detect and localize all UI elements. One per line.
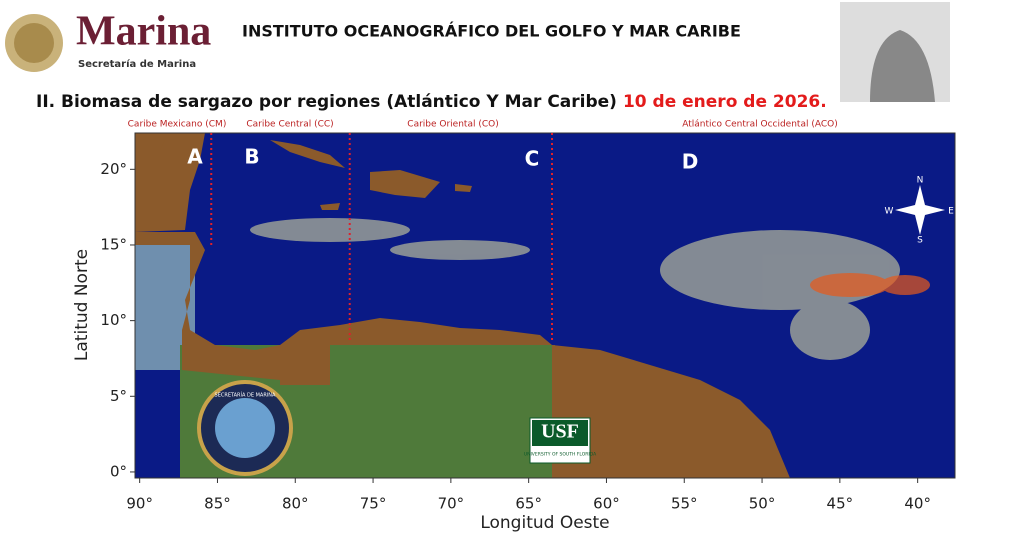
x-tick-label: 75° xyxy=(360,495,387,513)
title: II. Biomasa de sargazo por regiones (Atl… xyxy=(36,92,827,112)
compass-e: E xyxy=(948,207,954,217)
usf: USF xyxy=(541,421,579,443)
logo-sub: Secretaría de Marina xyxy=(78,58,196,70)
y-axis-label: Latitud Norte xyxy=(72,249,92,361)
region-name: Caribe Oriental (CO) xyxy=(407,120,498,130)
x-tick-label: 85° xyxy=(204,495,231,513)
map: SECRETARÍA DE MARINA USF UNIVERSITY OF S… xyxy=(128,120,956,479)
institute: INSTITUTO OCEANOGRÁFICO DEL GOLFO Y MAR … xyxy=(242,22,741,41)
usf-sub: UNIVERSITY OF SOUTH FLORIDA xyxy=(524,452,597,458)
map-frame xyxy=(134,132,956,479)
y-tick-label: 10° xyxy=(100,311,127,329)
x-axis-label: Longitud Oeste xyxy=(480,513,609,533)
seal-text: SECRETARÍA DE MARINA xyxy=(215,392,277,399)
x-tick-label: 80° xyxy=(282,495,309,513)
region-letter: B xyxy=(244,145,259,169)
usf-logo: USF UNIVERSITY OF SOUTH FLORIDA xyxy=(524,417,597,464)
region-letter: A xyxy=(187,145,203,169)
x-tick-label: 70° xyxy=(438,495,465,513)
y-tick-label: 5° xyxy=(110,387,127,405)
region-letter: C xyxy=(525,147,540,171)
compass-n: N xyxy=(917,176,924,186)
logo: Marina xyxy=(76,9,211,55)
y-tick-label: 20° xyxy=(100,160,127,178)
compass-w: W xyxy=(885,207,894,217)
x-tick-label: 50° xyxy=(749,495,776,513)
x-tick-label: 60° xyxy=(593,495,620,513)
compass: N E S W xyxy=(885,176,955,246)
x-tick-label: 90° xyxy=(126,495,153,513)
title-date: 10 de enero de 2026. xyxy=(623,92,827,112)
sargassum-high xyxy=(810,273,930,297)
x-tick-label: 45° xyxy=(827,495,854,513)
region-name: Caribe Mexicano (CM) xyxy=(128,120,227,130)
x-tick-label: 65° xyxy=(515,495,542,513)
seal: SECRETARÍA DE MARINA xyxy=(197,380,293,476)
region-letter: D xyxy=(682,150,699,174)
y-tick-label: 15° xyxy=(100,235,127,253)
x-tick-label: 55° xyxy=(671,495,698,513)
compass-s: S xyxy=(917,236,923,246)
land xyxy=(135,133,790,478)
title-main: II. Biomasa de sargazo por regiones (Atl… xyxy=(36,92,617,112)
emblem-center xyxy=(14,23,54,63)
region-name: Caribe Central (CC) xyxy=(246,120,333,130)
x-tick-label: 40° xyxy=(904,495,931,513)
region-name: Atlántico Central Occidental (ACO) xyxy=(682,120,837,130)
portrait-figure xyxy=(870,30,935,102)
y-tick-label: 0° xyxy=(110,462,127,480)
